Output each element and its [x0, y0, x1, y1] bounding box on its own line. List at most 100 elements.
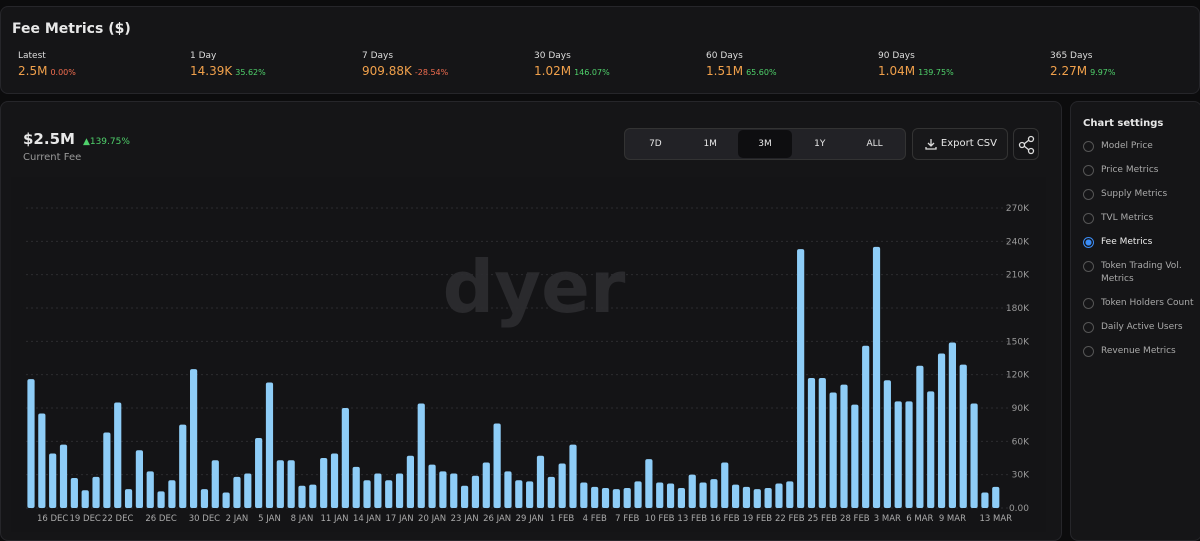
metric-value: 1.04M — [878, 64, 916, 78]
x-tick-label: 16 FEB — [710, 514, 740, 524]
range-button[interactable]: 7D — [649, 139, 662, 149]
bar — [526, 481, 534, 508]
radio — [1083, 213, 1094, 224]
export-button[interactable]: Export CSV — [912, 128, 1008, 160]
settings-option[interactable]: Token Holders Count — [1083, 297, 1200, 310]
range-button[interactable]: ALL — [866, 139, 883, 149]
metric: 365 Days 2.27M 9.97% — [1050, 51, 1200, 78]
radio — [1083, 346, 1094, 357]
x-tick-label: 6 MAR — [906, 514, 933, 524]
option-label: Fee Metrics — [1101, 237, 1153, 247]
x-tick-label: 5 JAN — [258, 514, 281, 524]
y-tick-label: 270K — [1006, 204, 1030, 214]
range-button[interactable]: 3M — [737, 130, 793, 158]
x-tick-label: 19 FEB — [742, 514, 772, 524]
x-tick-label: 7 FEB — [615, 514, 639, 524]
metric-row: 2.27M 9.97% — [1050, 64, 1200, 78]
bar — [536, 455, 545, 508]
settings-option[interactable]: Supply Metrics — [1083, 188, 1200, 201]
bar — [710, 479, 718, 508]
x-tick-label: 11 JAN — [320, 514, 348, 524]
metric-label: Latest — [18, 51, 46, 61]
bar — [775, 483, 783, 508]
bar — [872, 246, 881, 508]
option-label: TVL Metrics — [1101, 213, 1154, 223]
bar — [244, 473, 252, 508]
x-tick-label: 28 FEB — [840, 514, 870, 524]
settings-option[interactable]: Price Metrics — [1083, 164, 1200, 177]
bar — [732, 484, 740, 508]
x-tick-label: 25 FEB — [808, 514, 838, 524]
summary: $2.5M ▲139.75% Current Fee — [23, 129, 130, 163]
metric: 90 Days 1.04M 139.75% — [878, 51, 1050, 78]
x-tick-label: 19 DEC — [70, 514, 101, 524]
x-tick-label: 2 JAN — [226, 514, 249, 524]
bar — [395, 473, 404, 508]
bar — [807, 378, 816, 508]
bar — [157, 491, 165, 508]
settings-option[interactable]: Model Price — [1083, 140, 1200, 153]
option-label: Model Price — [1101, 141, 1153, 151]
bar — [265, 382, 274, 508]
bar — [666, 483, 675, 508]
bar — [179, 424, 187, 508]
metric-value: 1.02M — [534, 64, 572, 78]
metric: 1 Day 14.39K 35.62% — [190, 51, 362, 78]
metric-label: 365 Days — [1050, 51, 1093, 61]
bar — [352, 466, 360, 508]
settings-option[interactable]: TVL Metrics — [1083, 212, 1200, 225]
x-tick-label: 1 FEB — [550, 514, 574, 524]
bar — [374, 473, 382, 508]
option-label: Revenue Metrics — [1101, 346, 1176, 356]
range-button[interactable]: 1Y — [814, 139, 826, 149]
bar — [797, 249, 805, 508]
metric-value: 1.51M — [706, 64, 744, 78]
metric-label: 60 Days — [706, 51, 743, 61]
share-button[interactable] — [1013, 128, 1039, 160]
bar — [677, 488, 685, 508]
summary-change-text: 139.75% — [89, 137, 130, 147]
bar — [439, 471, 447, 508]
settings-option[interactable]: Fee Metrics — [1083, 236, 1200, 249]
x-tick-label: 13 MAR — [979, 514, 1012, 524]
bar — [330, 453, 339, 508]
option-label: Token Holders Count — [1101, 298, 1194, 308]
radio — [1083, 165, 1094, 176]
metric-row: 14.39K 35.62% — [190, 64, 362, 78]
x-tick-label: 23 JAN — [451, 514, 479, 524]
metrics-row: Latest 2.5M 0.00% 1 Day 14.39K 35.62% 7 Days 90… — [18, 51, 1200, 78]
metric-change: 35.62% — [235, 68, 266, 77]
range-button[interactable]: 1M — [703, 139, 717, 149]
radio — [1083, 189, 1094, 200]
settings-option[interactable]: Revenue Metrics — [1083, 345, 1200, 358]
metric: 7 Days 909.88K -28.54% — [362, 51, 534, 78]
bar — [721, 462, 729, 508]
bar — [81, 490, 89, 508]
bar — [450, 473, 458, 508]
metric: 30 Days 1.02M 146.07% — [534, 51, 706, 78]
bar — [764, 488, 772, 508]
option-label: Token Trading Vol. Metrics — [1101, 261, 1182, 284]
x-tick-label: 26 JAN — [483, 514, 511, 524]
bar — [829, 392, 837, 508]
watermark: dyer — [443, 245, 626, 329]
settings-option[interactable]: Token Trading Vol. Metrics — [1083, 260, 1200, 286]
radio — [1083, 141, 1094, 152]
settings-option[interactable]: Daily Active Users — [1083, 321, 1200, 334]
bar — [742, 486, 751, 508]
bar — [233, 476, 241, 508]
bar — [406, 455, 414, 508]
y-tick-label: 210K — [1006, 271, 1030, 281]
export-label: Export CSV — [940, 138, 997, 149]
page: Fee Metrics ($) Latest 2.5M 0.00% 1 Day 14.3… — [0, 6, 1200, 541]
bar — [970, 403, 978, 508]
x-tick-label: 17 JAN — [386, 514, 414, 524]
bar — [862, 345, 870, 508]
download-icon — [925, 139, 937, 150]
bar — [146, 471, 154, 508]
bar — [916, 365, 924, 508]
bar — [688, 474, 696, 508]
metric-value: 2.27M — [1050, 64, 1088, 78]
bar — [645, 459, 653, 508]
bar — [753, 489, 761, 508]
